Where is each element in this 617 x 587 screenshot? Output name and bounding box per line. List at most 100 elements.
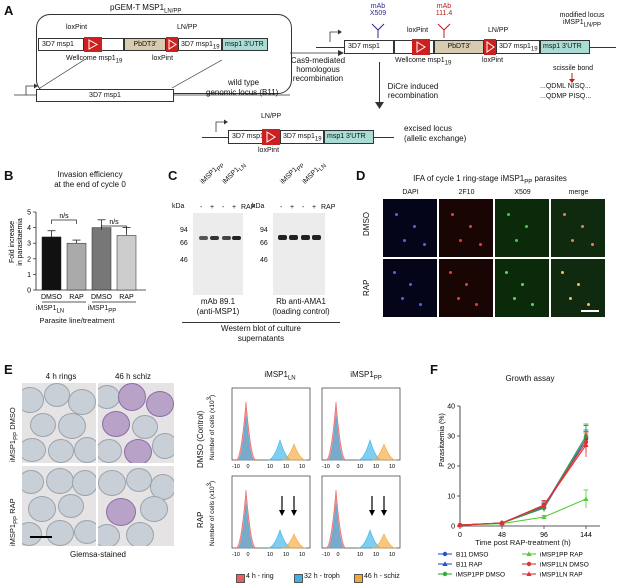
- legend-schiz: 46 h - schiz: [364, 573, 400, 580]
- f-xtick-label: 144: [580, 532, 592, 539]
- blot2-minus-1: -: [280, 204, 283, 211]
- flow-peak: [327, 503, 345, 549]
- panel-c-caption: Western blot of culture supernatants: [221, 324, 301, 343]
- flow-peak: [237, 503, 255, 549]
- panel-b-ylabel-2: in parasitaemia: [17, 218, 24, 266]
- f-series-line: [459, 438, 587, 526]
- flow-row-rap: RAP: [196, 511, 205, 528]
- f-series-line: [459, 444, 587, 526]
- blot2-m46: 46: [260, 257, 268, 264]
- panel-b-ylabel-1: Fold increase: [9, 221, 16, 263]
- blot1-caption: mAb 89.1 (anti-MSP1): [196, 297, 240, 316]
- f-legend-marker: [526, 551, 532, 556]
- f-series-line: [459, 435, 587, 526]
- f-series-line: [459, 435, 587, 526]
- panel-b-group2: iMSP1PP: [87, 305, 117, 315]
- f-legend-marker: [526, 561, 532, 567]
- ifa-rap-x509: [495, 259, 549, 317]
- plasmid-title: pGEM-T MSP1LN/PP: [110, 3, 182, 15]
- blot2-minus-2: -: [302, 204, 305, 211]
- cas9-arrow: [290, 50, 344, 56]
- b-bar: [116, 235, 137, 291]
- panel-label-e: E: [4, 362, 13, 377]
- b-cat-label: DMSO: [41, 294, 63, 301]
- blot1-minus-1: -: [200, 204, 203, 211]
- ifa-row-dmso: DMSO: [362, 212, 371, 236]
- flow-ylabel-1: Number of cells (x103): [207, 394, 217, 460]
- b-cat-label: DMSO: [91, 294, 113, 301]
- legend-troph: 32 h - troph: [304, 573, 340, 580]
- blot1-rap: RAP: [241, 204, 256, 211]
- legend-swatch-troph: [294, 574, 303, 583]
- legend-swatch-schiz: [354, 574, 363, 583]
- flow-tick: -10: [232, 464, 240, 470]
- msp1-box-1: 3D7 msp1: [38, 38, 84, 51]
- flow-tick: 0: [336, 464, 339, 470]
- blot2-m66: 66: [260, 240, 268, 247]
- f-legend-label: iMSP1LN RAP: [540, 572, 583, 579]
- panel-label-d: D: [356, 168, 366, 183]
- msp1-19-box-2: 3D7 msp119: [496, 40, 540, 54]
- flow-peak: [237, 415, 255, 461]
- f-marker-triangle: [541, 502, 547, 508]
- flow-peak: [371, 443, 397, 461]
- b-cat-label: RAP: [119, 294, 134, 301]
- f-series-line: [459, 441, 587, 526]
- blot1-lane-ln: iMSP1LN: [221, 163, 249, 186]
- f-ytick-label: 20: [447, 464, 455, 471]
- f-legend-label: B11 RAP: [456, 562, 482, 569]
- utr-box-2: msp1 3'UTR: [540, 40, 590, 54]
- lox-red-3: [412, 39, 430, 55]
- blot1-kda: kDa: [172, 203, 185, 210]
- f-legend-label: iMSP1LN DMSO: [540, 562, 589, 569]
- giemsa-rap-schiz: [98, 466, 174, 546]
- f-legend-marker: [442, 571, 448, 577]
- blot1-m94: 94: [180, 227, 188, 234]
- ifa-rap-dapi: [383, 259, 437, 317]
- blot2-m94: 94: [260, 227, 268, 234]
- blot1-lane-pp: iMSP1PP: [199, 162, 227, 186]
- blot1-plus-2: +: [232, 204, 237, 211]
- f-marker-triangle: [583, 442, 589, 447]
- ifa-col-x509: X509: [514, 189, 531, 196]
- flow-tick: 10: [373, 464, 379, 470]
- wildtype-msp1-box: 3D7 msp1: [36, 89, 174, 102]
- f-xtick-label: 0: [458, 532, 462, 539]
- scale-bar-giemsa: [30, 536, 52, 538]
- flow-row-dmso: DMSO (Control): [196, 410, 205, 468]
- loxpint-label-4: loxPint: [482, 57, 504, 64]
- flow-tick: 10: [389, 464, 395, 470]
- ifa-dmso-x509: [495, 199, 549, 257]
- panel-b-title: Invasion efficiency at the end of cycle 0: [54, 170, 126, 189]
- b-ytick-label: 0: [27, 288, 31, 295]
- genomic-label: genomic locus (B11): [206, 88, 279, 97]
- flow-tick: -10: [232, 552, 240, 558]
- f-legend-marker: [526, 571, 532, 576]
- giemsa-caption: Giemsa-stained: [69, 550, 127, 559]
- blot1-m46: 46: [180, 257, 188, 264]
- excised-label: excised locus: [404, 124, 453, 133]
- flow-ylabel-2: Number of cells (x103): [207, 480, 217, 546]
- flow-arrowhead: [381, 510, 387, 516]
- wellcome-label-2: Wellcome msp119: [395, 57, 452, 67]
- flow-tick: 0: [246, 552, 249, 558]
- legend-swatch-ring: [236, 574, 245, 583]
- lnpp-label-2: LN/PP: [488, 27, 509, 34]
- b-ns-label: n/s: [59, 213, 69, 220]
- f-ytick-label: 30: [447, 434, 455, 441]
- lox-red-5: [262, 129, 280, 145]
- blot1-minus-2: -: [222, 204, 225, 211]
- msp1-box-2: 3D7 msp1: [344, 40, 394, 54]
- flow-tick: 0: [246, 464, 249, 470]
- blot2-kda: kDa: [252, 203, 265, 210]
- blot2-plus-1: +: [290, 204, 295, 211]
- giemsa-dmso-schiz: [98, 383, 174, 463]
- flow-peak: [371, 533, 397, 549]
- lox-red-2: [166, 37, 178, 52]
- flow-peak: [281, 533, 307, 549]
- giemsa-col-schiz: 46 h schiz: [114, 372, 152, 381]
- msp1-19-box-3: 3D7 msp119: [280, 130, 324, 144]
- ifa-row-rap: RAP: [362, 279, 371, 296]
- scissile-arrow: [569, 73, 575, 83]
- panel-label-f: F: [430, 362, 438, 377]
